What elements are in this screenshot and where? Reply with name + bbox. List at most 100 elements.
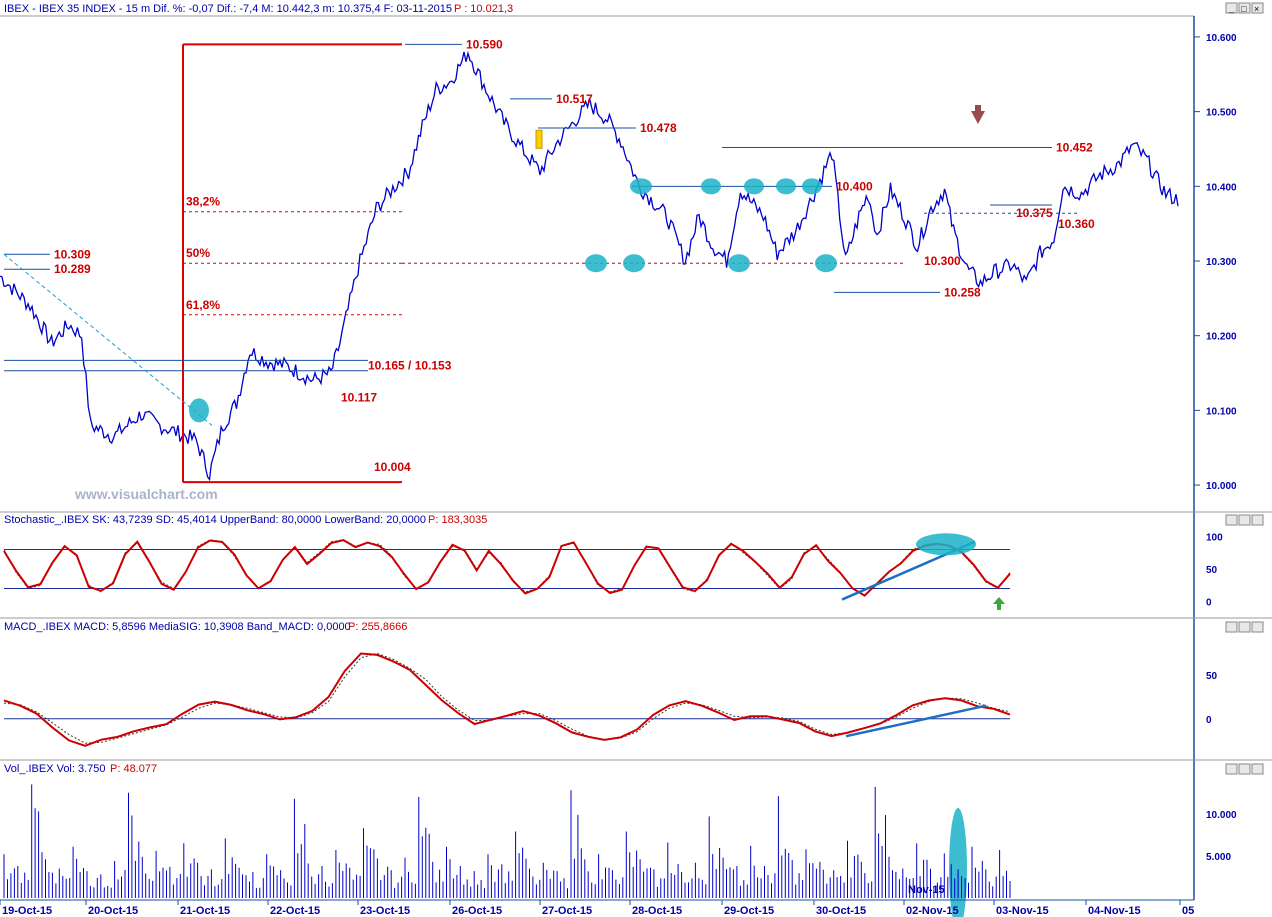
x-tick-label: 29-Oct-15 [724, 905, 774, 917]
highlight-ellipse [189, 398, 209, 423]
vol-minimize-button[interactable] [1225, 763, 1238, 775]
vol-header-p: P: 48.077 [110, 763, 157, 775]
highlight-ellipse [701, 178, 721, 195]
price-header-p: P : 10.021,3 [454, 3, 513, 15]
level-label-10117: 10.117 [341, 391, 377, 405]
highlight-ellipse [744, 178, 764, 195]
price-ytick-label: 10.100 [1206, 406, 1237, 417]
macd-header-p: P: 255,8666 [348, 621, 407, 633]
price-ytick-label: 10.300 [1206, 257, 1237, 268]
price-ytick-label: 10.000 [1206, 481, 1237, 492]
x-tick-label: 05 [1182, 905, 1194, 917]
x-tick-label: 20-Oct-15 [88, 905, 138, 917]
price-header: IBEX - IBEX 35 INDEX - 15 m Dif. %: -0,0… [4, 3, 452, 15]
level-label-10300: 10.300 [924, 254, 961, 268]
vol-highlight-ellipse [949, 807, 967, 917]
stoch-ytick-label: 50 [1206, 565, 1218, 576]
macd-ytick-label: 50 [1206, 671, 1218, 682]
minimize-icon: _ [1228, 3, 1235, 13]
close-icon: × [1254, 4, 1259, 14]
stoch-sk-line [3, 539, 1011, 597]
macd-panel: 50 0 [3, 652, 1218, 747]
macd-close-button[interactable] [1251, 621, 1264, 633]
watermark: www.visualchart.com [74, 486, 218, 502]
vol-ytick-label: 5.000 [1206, 852, 1231, 863]
fib-label: 61,8% [186, 298, 220, 312]
level-label-10590: 10.590 [466, 37, 503, 51]
x-tick-label: 02-Nov-15 [906, 905, 959, 917]
macd-ytick-label: 0 [1206, 715, 1212, 726]
price-ytick-label: 10.600 [1206, 33, 1237, 44]
level-label-10478: 10.478 [640, 121, 677, 135]
price-ytick-label: 10.200 [1206, 332, 1237, 343]
highlight-ellipse [585, 254, 607, 273]
stochastic-panel: 100 50 0 [3, 533, 1223, 610]
window-buttons-macd [1225, 621, 1264, 633]
highlight-ellipse [802, 178, 822, 195]
volume-panel: 10.000 5.000 [3, 784, 1237, 917]
stoch-sd-line [3, 539, 1011, 596]
level-label-10004: 10.004 [374, 460, 411, 474]
fib-label: 50% [186, 246, 210, 260]
down-arrow-icon [971, 105, 985, 124]
fib-label: 38,2% [186, 195, 220, 209]
price-ytick-label: 10.500 [1206, 108, 1237, 119]
level-label-10360: 10.360 [1058, 217, 1095, 231]
stoch-maximize-button[interactable] [1238, 514, 1251, 526]
level-label-10165: 10.165 / 10.153 [368, 359, 452, 373]
highlight-ellipse [815, 254, 837, 273]
stoch-highlight-ellipse [916, 533, 976, 556]
x-tick-label: 03-Nov-15 [996, 905, 1049, 917]
level-label-10309: 10.309 [54, 247, 91, 261]
price-ytick-label: 10.400 [1206, 182, 1237, 193]
vol-close-button[interactable] [1251, 763, 1264, 775]
macd-header: MACD_.IBEX MACD: 5,8596 MediaSIG: 10,390… [4, 621, 351, 633]
trend-line-dashed [3, 253, 213, 426]
stoch-ytick-label: 0 [1206, 598, 1212, 609]
x-tick-label: 21-Oct-15 [180, 905, 230, 917]
highlight-ellipse [623, 254, 645, 273]
stoch-ytick-label: 100 [1206, 533, 1223, 544]
x-tick-label: 27-Oct-15 [542, 905, 592, 917]
price-panel: 10.000 10.100 10.200 10.300 10.400 10.500 10.6… [0, 33, 1237, 492]
x-tick-label: 19-Oct-15 [2, 905, 52, 917]
level-label-10452: 10.452 [1056, 140, 1093, 154]
x-tick-label: 26-Oct-15 [452, 905, 502, 917]
candle-highlight [535, 129, 543, 149]
highlight-ellipse [630, 178, 652, 195]
macd-trend-line [845, 704, 987, 738]
macd-minimize-button[interactable] [1225, 621, 1238, 633]
vol-header: Vol_.IBEX Vol: 3.750 [4, 763, 106, 775]
macd-maximize-button[interactable] [1238, 621, 1251, 633]
maximize-button[interactable] [1238, 2, 1251, 14]
window-buttons-stoch [1225, 514, 1264, 526]
x-tick-label: 04-Nov-15 [1088, 905, 1141, 917]
up-arrow-icon [993, 597, 1005, 610]
minimize-button[interactable] [1225, 2, 1238, 14]
highlight-ellipse [776, 178, 796, 195]
month-tag: Nov-15 [908, 884, 945, 896]
close-button[interactable] [1251, 2, 1264, 14]
macd-main-line [3, 652, 1011, 747]
level-label-10517: 10.517 [556, 92, 593, 106]
price-series-line [0, 50, 1179, 482]
x-tick-label: 30-Oct-15 [816, 905, 866, 917]
maximize-icon: □ [1241, 4, 1247, 14]
stoch-minimize-button[interactable] [1225, 514, 1238, 526]
level-label-10258: 10.258 [944, 285, 981, 299]
level-label-10289: 10.289 [54, 262, 91, 276]
highlight-ellipse [728, 254, 750, 273]
stoch-header-p: P: 183,3035 [428, 514, 487, 526]
level-label-10400: 10.400 [836, 179, 873, 193]
x-tick-label: 28-Oct-15 [632, 905, 682, 917]
vol-ytick-label: 10.000 [1206, 810, 1237, 821]
window-buttons-price: _ □ × [1225, 2, 1264, 14]
stoch-close-button[interactable] [1251, 514, 1264, 526]
vol-maximize-button[interactable] [1238, 763, 1251, 775]
x-tick-label: 23-Oct-15 [360, 905, 410, 917]
window-buttons-vol [1225, 763, 1264, 775]
x-tick-label: 22-Oct-15 [270, 905, 320, 917]
stoch-header: Stochastic_.IBEX SK: 43,7239 SD: 45,4014… [4, 514, 426, 526]
x-axis: 19-Oct-15 20-Oct-15 21-Oct-15 22-Oct-15 23-O… [0, 900, 1194, 917]
